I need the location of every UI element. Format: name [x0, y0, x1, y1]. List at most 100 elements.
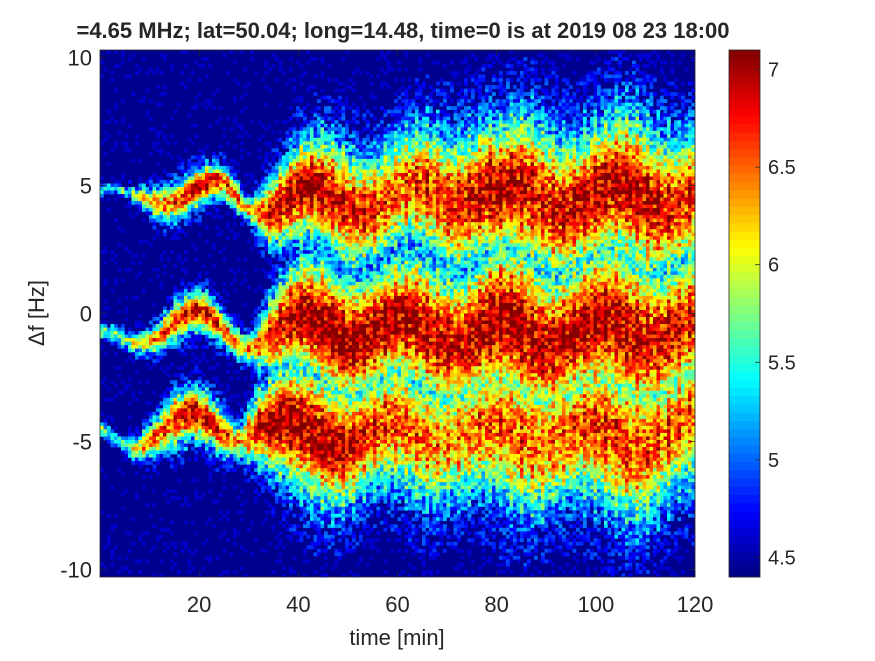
heatmap-cell [170, 559, 174, 564]
heatmap-cell [324, 496, 328, 500]
heatmap-cell [320, 169, 325, 174]
heatmap-cell [327, 436, 332, 441]
heatmap-cell [285, 324, 290, 328]
heatmap-cell [219, 510, 223, 515]
heatmap-cell [236, 415, 241, 420]
heatmap-cell [142, 422, 146, 427]
heatmap-cell [226, 190, 230, 195]
heatmap-cell [285, 485, 290, 490]
heatmap-cell [264, 208, 269, 212]
heatmap-cell [334, 309, 339, 314]
heatmap-cell [324, 183, 328, 188]
heatmap-cell [170, 317, 174, 321]
heatmap-cell [124, 134, 129, 139]
heatmap-cell [282, 179, 286, 184]
heatmap-cell [100, 331, 104, 335]
heatmap-cell [264, 232, 269, 237]
heatmap-cell [324, 158, 328, 163]
heatmap-cell [201, 418, 206, 423]
heatmap-cell [250, 397, 255, 402]
heatmap-cell [201, 299, 206, 304]
heatmap-cell [324, 376, 328, 381]
heatmap-cell [313, 436, 318, 441]
heatmap-cell [303, 222, 307, 226]
heatmap-cell [145, 457, 150, 462]
heatmap-cell [177, 439, 181, 444]
heatmap-cell [289, 394, 293, 399]
heatmap-cell [159, 71, 164, 75]
heatmap-cell [306, 236, 311, 241]
heatmap-cell [327, 503, 332, 508]
heatmap-cell [184, 411, 188, 416]
heatmap-cell [320, 60, 325, 65]
heatmap-cell [159, 447, 164, 451]
heatmap-cell [205, 106, 209, 111]
heatmap-cell [313, 183, 318, 188]
heatmap-cell [226, 345, 230, 349]
heatmap-cell [250, 475, 255, 479]
heatmap-cell [145, 425, 150, 430]
heatmap-cell [159, 183, 164, 188]
heatmap-cell [282, 489, 286, 493]
heatmap-cell [317, 383, 321, 388]
heatmap-cell [257, 355, 262, 360]
heatmap-cell [299, 401, 304, 406]
heatmap-cell [187, 401, 192, 406]
heatmap-cell [317, 130, 321, 135]
heatmap-cell [296, 155, 300, 160]
heatmap-cell [289, 169, 293, 174]
heatmap-cell [184, 404, 188, 409]
heatmap-cell [289, 78, 293, 82]
heatmap-cell [320, 179, 325, 184]
heatmap-cell [135, 64, 139, 68]
heatmap-cell [177, 331, 181, 335]
heatmap-cell [191, 285, 195, 290]
heatmap-cell [289, 179, 293, 184]
heatmap-cell [159, 197, 164, 202]
heatmap-cell [313, 447, 318, 451]
heatmap-cell [268, 429, 272, 434]
heatmap-cell [212, 397, 216, 402]
heatmap-cell [324, 573, 328, 578]
heatmap-cell [292, 285, 297, 290]
heatmap-cell [131, 447, 136, 451]
heatmap-cell [233, 190, 237, 195]
heatmap-cell [327, 130, 332, 135]
heatmap-cell [306, 422, 311, 427]
heatmap-cell [152, 236, 157, 241]
heatmap-cell [285, 499, 290, 504]
heatmap-cell [243, 362, 248, 367]
heatmap-cell [310, 169, 314, 174]
heatmap-cell [331, 324, 335, 328]
heatmap-cell [187, 436, 192, 441]
heatmap-cell [219, 201, 223, 205]
heatmap-cell [198, 380, 202, 385]
heatmap-cell [292, 306, 297, 311]
heatmap-cell [236, 123, 241, 128]
heatmap-cell [138, 348, 143, 353]
heatmap-cell [229, 408, 234, 413]
heatmap-cell [212, 429, 216, 434]
heatmap-cell [289, 362, 293, 367]
heatmap-cell [285, 225, 290, 230]
heatmap-cell [138, 183, 143, 188]
heatmap-cell [303, 352, 307, 356]
heatmap-cell [320, 151, 325, 156]
heatmap-cell [201, 169, 206, 174]
heatmap-cell [170, 450, 174, 455]
heatmap-cell [296, 341, 300, 346]
heatmap-cell [334, 148, 339, 153]
heatmap-cell [229, 190, 234, 195]
heatmap-cell [292, 418, 297, 423]
heatmap-cell [201, 197, 206, 202]
heatmap-cell [299, 162, 304, 167]
heatmap-cell [327, 327, 332, 332]
heatmap-cell [257, 397, 262, 402]
heatmap-cell [166, 183, 171, 188]
heatmap-cell [156, 85, 160, 89]
heatmap-cell [212, 264, 216, 269]
heatmap-cell [327, 201, 332, 205]
heatmap-cell [327, 218, 332, 223]
heatmap-cell [135, 334, 139, 339]
heatmap-cell [180, 313, 185, 318]
